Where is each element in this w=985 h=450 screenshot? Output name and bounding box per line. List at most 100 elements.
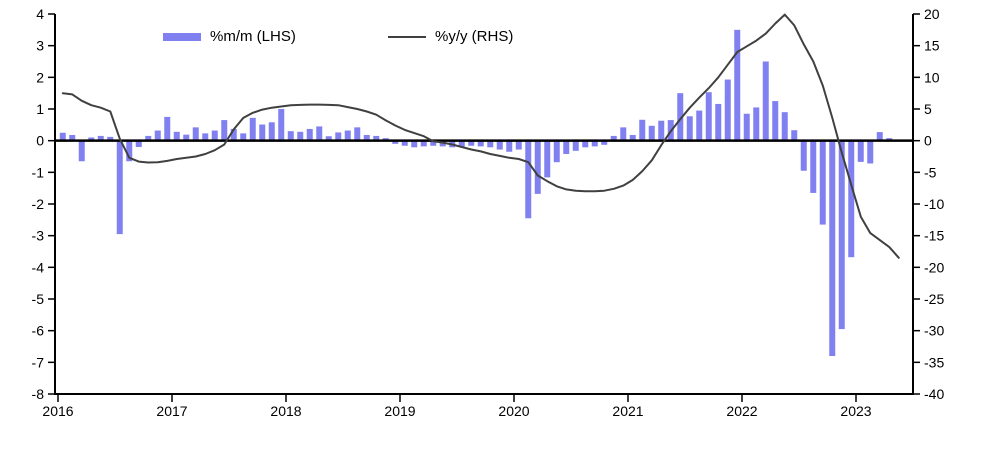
mm-bar bbox=[886, 138, 893, 141]
mm-bar bbox=[867, 140, 874, 164]
mm-bar bbox=[430, 140, 437, 146]
right-axis-tick-label: 15 bbox=[924, 38, 940, 54]
legend-item-yy: %y/y (RHS) bbox=[388, 28, 513, 45]
line-series-swatch bbox=[388, 35, 426, 38]
mm-bar bbox=[477, 140, 484, 147]
mm-bar bbox=[468, 140, 475, 146]
bar-series-swatch bbox=[163, 32, 201, 41]
mm-bar bbox=[848, 140, 855, 258]
mm-bar bbox=[677, 93, 684, 141]
mm-bar bbox=[335, 132, 342, 141]
mm-bar bbox=[686, 116, 693, 141]
mm-bar bbox=[648, 125, 655, 141]
mm-bar bbox=[743, 113, 750, 141]
mm-bar bbox=[515, 140, 522, 150]
mm-bar bbox=[629, 134, 636, 141]
mm-bar bbox=[544, 140, 551, 178]
mm-bar bbox=[392, 140, 399, 144]
mm-bar bbox=[78, 140, 85, 162]
legend-label-mm: %m/m (LHS) bbox=[210, 28, 296, 45]
mm-bar bbox=[601, 140, 608, 145]
mm-bar bbox=[772, 101, 779, 141]
left-axis-tick-label: -7 bbox=[32, 354, 45, 370]
mm-bar bbox=[145, 135, 152, 141]
mm-bar bbox=[230, 128, 237, 141]
mm-bar bbox=[829, 140, 836, 356]
legend-item-mm: %m/m (LHS) bbox=[163, 28, 296, 45]
mm-bar bbox=[183, 134, 190, 141]
mm-bar bbox=[88, 137, 95, 141]
mm-bar bbox=[306, 128, 313, 141]
right-axis-tick-label: -20 bbox=[924, 259, 944, 275]
mm-bar bbox=[221, 120, 228, 141]
mm-bar bbox=[164, 116, 171, 141]
mm-bar bbox=[382, 138, 389, 141]
mm-bar bbox=[135, 140, 142, 147]
legend-label-yy: %y/y (RHS) bbox=[435, 28, 514, 45]
mm-bar bbox=[316, 126, 323, 141]
left-axis-tick-label: 0 bbox=[36, 133, 44, 149]
left-axis-tick-label: -5 bbox=[32, 291, 45, 307]
mm-bar bbox=[373, 135, 380, 141]
right-axis-tick-label: -25 bbox=[924, 291, 944, 307]
mm-bar bbox=[278, 109, 285, 141]
right-axis-tick-label: 5 bbox=[924, 101, 932, 117]
right-axis-tick-label: 0 bbox=[924, 133, 932, 149]
mm-bar bbox=[401, 140, 408, 146]
mm-bar bbox=[610, 135, 617, 141]
x-axis-tick-label: 2020 bbox=[498, 403, 529, 419]
x-axis-tick-label: 2022 bbox=[726, 403, 757, 419]
mm-bar bbox=[116, 140, 123, 235]
mm-bar bbox=[525, 140, 532, 219]
mm-bar bbox=[126, 140, 133, 162]
mm-bar bbox=[287, 131, 294, 141]
x-axis-tick-label: 2023 bbox=[840, 403, 871, 419]
mm-bar bbox=[572, 140, 579, 151]
mm-bar bbox=[506, 140, 513, 152]
mm-bar bbox=[97, 135, 104, 141]
mm-bar bbox=[240, 133, 247, 141]
mm-bar bbox=[876, 132, 883, 141]
mm-bar bbox=[69, 134, 76, 141]
right-axis-tick-label: -15 bbox=[924, 228, 944, 244]
left-axis-tick-label: -2 bbox=[32, 196, 45, 212]
left-axis-tick-label: 2 bbox=[36, 69, 44, 85]
mm-bar bbox=[192, 127, 199, 141]
mm-bar bbox=[59, 132, 66, 141]
left-axis-tick-label: -4 bbox=[32, 259, 45, 275]
right-axis-tick-label: -5 bbox=[924, 164, 937, 180]
left-axis-tick-label: 4 bbox=[36, 6, 44, 22]
mm-bar bbox=[325, 136, 332, 141]
x-axis-tick-label: 2021 bbox=[612, 403, 643, 419]
mm-bar bbox=[249, 117, 256, 141]
left-axis-tick-label: 1 bbox=[36, 101, 44, 117]
left-axis-tick-label: 3 bbox=[36, 38, 44, 54]
mm-bar bbox=[297, 131, 304, 141]
right-axis-tick-label: -35 bbox=[924, 354, 944, 370]
mm-bar bbox=[838, 140, 845, 330]
yoy-line bbox=[61, 13, 900, 259]
mm-bar bbox=[582, 140, 589, 148]
mm-bar bbox=[762, 61, 769, 141]
mm-bar bbox=[496, 140, 503, 150]
mm-bar bbox=[819, 140, 826, 225]
left-axis-tick-label: -6 bbox=[32, 323, 45, 339]
mm-bar bbox=[620, 127, 627, 141]
mm-bar bbox=[173, 131, 180, 141]
mm-bar bbox=[107, 136, 114, 141]
mm-bar bbox=[344, 130, 351, 141]
mm-bar bbox=[724, 79, 731, 141]
mm-bar bbox=[534, 140, 541, 194]
right-axis-tick-label: -10 bbox=[924, 196, 944, 212]
mm-bar bbox=[211, 130, 218, 141]
mm-bar bbox=[800, 140, 807, 171]
mm-bar bbox=[487, 140, 494, 148]
mm-bar bbox=[658, 120, 665, 141]
mm-bar bbox=[781, 112, 788, 141]
right-axis-tick-label: -40 bbox=[924, 386, 944, 402]
mm-bar bbox=[411, 140, 418, 148]
right-axis-tick-label: 10 bbox=[924, 69, 940, 85]
mm-bar bbox=[753, 107, 760, 141]
